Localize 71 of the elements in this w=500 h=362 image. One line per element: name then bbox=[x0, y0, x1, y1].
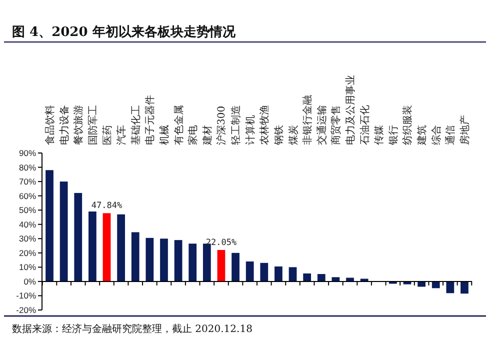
x-tick-label: 商贸零售 bbox=[330, 105, 342, 145]
y-tick-label: 20% bbox=[18, 248, 36, 258]
x-tick-label: 通信 bbox=[444, 125, 457, 145]
source-note: 数据来源：经济与金融研究院整理，截止 2020.12.18 bbox=[12, 323, 252, 335]
x-tick-label: 国防军工 bbox=[86, 105, 99, 145]
bar bbox=[74, 192, 82, 282]
bar bbox=[117, 214, 125, 282]
y-tick-label: 40% bbox=[18, 219, 36, 230]
bar bbox=[160, 238, 168, 282]
x-tick-label: 汽车 bbox=[116, 125, 128, 145]
y-tick-label: 80% bbox=[18, 162, 36, 172]
x-tick-label: 建材 bbox=[201, 125, 214, 146]
x-tick-label: 银行 bbox=[388, 125, 400, 146]
y-tick-label: 0% bbox=[24, 276, 36, 286]
x-tick-label: 机械 bbox=[158, 125, 170, 145]
bar bbox=[202, 244, 211, 282]
x-tick-label: 基础化工 bbox=[130, 105, 142, 145]
bar bbox=[432, 281, 440, 288]
x-tick-label: 纺织服装 bbox=[402, 105, 414, 145]
bar bbox=[346, 278, 354, 282]
x-tick-label: 电力设备 bbox=[58, 105, 70, 145]
y-tick-label: 30% bbox=[18, 234, 36, 244]
x-tick-label: 非银行金融 bbox=[302, 95, 314, 145]
bar bbox=[60, 182, 68, 282]
x-tick-label: 医药 bbox=[101, 125, 114, 145]
bar bbox=[274, 266, 282, 282]
chart-title: 图 4、2020 年初以来各板块走势情况 bbox=[12, 24, 236, 40]
bar bbox=[146, 238, 154, 282]
x-tick-label: 食品饮料 bbox=[44, 105, 56, 145]
x-tick-label: 建筑 bbox=[416, 125, 428, 146]
y-tick-label: 60% bbox=[18, 190, 36, 201]
bar bbox=[131, 232, 140, 282]
x-tick-label: 计算机 bbox=[244, 115, 256, 145]
x-tick-label: 有色金属 bbox=[172, 105, 185, 145]
x-tick-label: 餐饮旅游 bbox=[72, 105, 85, 145]
x-tick-label: 传媒 bbox=[374, 125, 386, 145]
bar bbox=[288, 267, 297, 282]
bar bbox=[102, 213, 111, 282]
x-tick-label: 房地产 bbox=[458, 115, 471, 145]
bar bbox=[174, 240, 182, 282]
y-tick-label: 70% bbox=[18, 176, 36, 187]
x-tick-label: 电力及公用事业 bbox=[344, 75, 357, 145]
x-tick-label: 石油石化 bbox=[358, 105, 371, 145]
bar bbox=[317, 274, 326, 282]
x-tick-label: 家电 bbox=[187, 125, 200, 145]
data-label: 47.84% bbox=[91, 201, 122, 212]
y-tick-label: 10% bbox=[18, 262, 36, 272]
bar bbox=[246, 261, 254, 282]
x-tick-label: 沪深300 bbox=[216, 106, 228, 145]
bar bbox=[446, 281, 454, 294]
bar bbox=[360, 278, 368, 282]
bar bbox=[460, 281, 468, 294]
bar bbox=[303, 273, 312, 282]
y-tick-label: 50% bbox=[18, 205, 36, 216]
y-tick-label: -10% bbox=[16, 290, 36, 301]
data-label: 22.05% bbox=[206, 238, 237, 248]
bar bbox=[232, 252, 240, 282]
x-tick-label: 钢铁 bbox=[272, 125, 285, 146]
bar bbox=[217, 250, 226, 282]
x-tick-label: 交通运输 bbox=[316, 105, 328, 145]
x-tick-label: 综合 bbox=[430, 125, 442, 145]
x-tick-label: 电子元器件 bbox=[144, 95, 156, 145]
bar bbox=[260, 262, 268, 282]
x-tick-label: 轻工制造 bbox=[230, 105, 242, 145]
bar bbox=[46, 170, 54, 282]
x-tick-label: 农林牧渔 bbox=[258, 105, 271, 145]
bar bbox=[88, 212, 96, 282]
y-tick-label: 90% bbox=[18, 148, 36, 158]
x-tick-label: 煤炭 bbox=[287, 125, 300, 145]
y-tick-label: -20% bbox=[16, 305, 36, 315]
bar bbox=[188, 244, 197, 282]
